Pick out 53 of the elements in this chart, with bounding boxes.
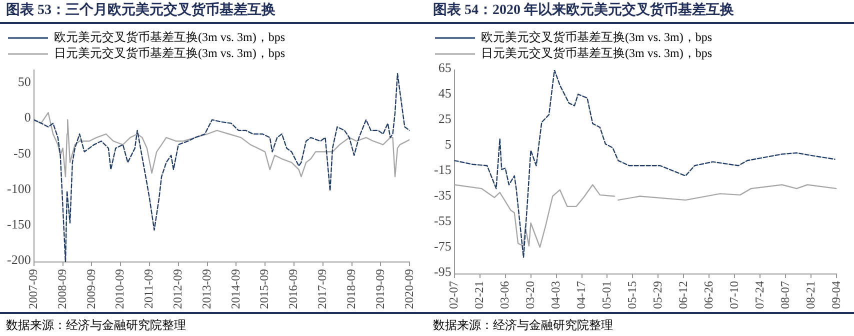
x-tick-label: 2008-09: [54, 269, 69, 310]
x-tick-label: 06-26: [701, 281, 716, 310]
x-tick-label: 2016-09: [286, 269, 300, 310]
y-tick-label: 5: [444, 136, 452, 152]
x-tick-label: 02-07: [446, 281, 460, 310]
y-tick-label: 25: [438, 110, 452, 126]
legend-label: 日元美元交叉货币基差互换(3m vs. 3m)，bps: [54, 46, 286, 60]
x-tick-label: 05-15: [624, 281, 639, 310]
x-tick-label: 02-21: [472, 281, 486, 310]
x-tick-label: 2015-09: [257, 269, 272, 310]
x-tick-label: 08-21: [803, 281, 818, 310]
y-tick-label: -95: [434, 264, 452, 279]
x-tick-label: 2011-09: [142, 269, 156, 309]
x-tick-label: 04-03: [548, 281, 562, 310]
x-tick-label: 06-12: [676, 281, 690, 310]
x-tick-label: 2018-09: [344, 269, 358, 310]
y-tick-label: -55: [434, 212, 452, 228]
source-note: 数据来源：经济与金融研究院整理: [427, 312, 854, 336]
y-tick-label: 45: [438, 85, 452, 100]
x-tick-label: 2012-09: [170, 269, 185, 310]
chart-title: 图表 53：三个月欧元美元交叉货币基差互换: [0, 0, 427, 24]
y-tick-label: -200: [6, 252, 31, 267]
x-tick-label: 2020-09: [402, 269, 416, 310]
y-tick-label: -35: [434, 187, 452, 202]
x-tick-label: 04-17: [574, 281, 588, 310]
x-tick-label: 2010-09: [112, 269, 127, 310]
x-tick-label: 2013-09: [199, 269, 214, 310]
y-tick-label: 0: [24, 110, 31, 125]
x-tick-label: 08-07: [778, 281, 792, 310]
y-tick-label: -15: [434, 162, 452, 177]
y-tick-label: -150: [6, 216, 31, 232]
y-tick-label: -50: [13, 145, 31, 160]
chart-title: 图表 54：2020 年以来欧元美元交叉货币基差互换: [427, 0, 854, 24]
legend-label: 欧元美元交叉货币基差互换(3m vs. 3m)，bps: [481, 30, 712, 44]
x-tick-label: 03-20: [522, 281, 537, 310]
legend-label: 欧元美元交叉货币基差互换(3m vs. 3m)，bps: [54, 30, 286, 44]
y-tick-label: 50: [18, 74, 31, 90]
x-tick-label: 09-04: [828, 281, 843, 310]
y-tick-label: -100: [6, 180, 31, 196]
x-tick-label: 05-01: [599, 281, 614, 310]
x-tick-label: 2009-09: [84, 269, 98, 310]
source-note: 数据来源：经济与金融研究院整理: [0, 312, 427, 336]
x-tick-label: 07-24: [752, 281, 766, 310]
y-tick-label: -75: [434, 238, 452, 254]
x-tick-label: 07-10: [726, 281, 741, 310]
x-tick-label: 05-29: [650, 281, 664, 310]
legend-label: 日元美元交叉货币基差互换(3m vs. 3m)，bps: [481, 46, 712, 60]
x-tick-label: 2007-09: [26, 269, 40, 310]
x-tick-label: 2017-09: [315, 269, 330, 310]
y-tick-label: 65: [438, 60, 452, 75]
x-tick-label: 03-06: [497, 281, 512, 310]
x-tick-label: 2014-09: [228, 269, 242, 310]
x-tick-label: 2019-09: [372, 269, 387, 310]
